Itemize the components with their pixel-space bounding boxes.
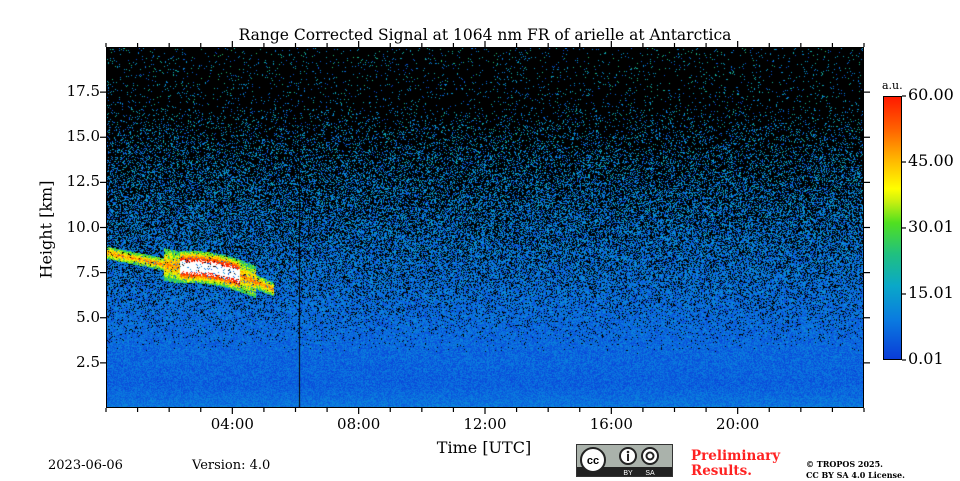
colorbar bbox=[883, 96, 902, 360]
y-tick-label: 17.5 bbox=[66, 82, 100, 101]
copyright-line2: CC BY SA 4.0 License. bbox=[806, 470, 905, 480]
chart-title: Range Corrected Signal at 1064 nm FR of … bbox=[238, 26, 732, 44]
x-tick-label: 16:00 bbox=[589, 415, 633, 433]
x-tick-label: 12:00 bbox=[463, 415, 507, 433]
colorbar-tick-label: 0.01 bbox=[908, 349, 944, 368]
colorbar-unit: a.u. bbox=[882, 79, 903, 92]
colorbar-tick-label: 60.00 bbox=[908, 85, 954, 104]
plot-area bbox=[106, 47, 864, 408]
colorbar-tick-label: 45.00 bbox=[908, 151, 954, 170]
sa-text: SA bbox=[645, 470, 655, 476]
y-tick-label: 2.5 bbox=[76, 352, 100, 371]
x-tick-label: 20:00 bbox=[716, 415, 760, 433]
cc-text: cc bbox=[587, 455, 599, 467]
preliminary-line1: Preliminary bbox=[691, 448, 781, 464]
preliminary-notice: Preliminary Results. bbox=[691, 449, 780, 479]
by-text: BY bbox=[623, 470, 633, 476]
date-label: 2023-06-06 bbox=[48, 458, 123, 473]
y-tick-label: 10.0 bbox=[66, 217, 100, 236]
version-label: Version: 4.0 bbox=[192, 458, 271, 473]
x-axis-label: Time [UTC] bbox=[436, 438, 532, 457]
y-tick-label: 5.0 bbox=[76, 307, 100, 326]
y-tick-label: 15.0 bbox=[66, 127, 100, 146]
cc-by-sa-icon: cc BY SA bbox=[577, 447, 672, 477]
y-axis-label: Height [km] bbox=[36, 180, 56, 279]
y-tick-label: 12.5 bbox=[66, 172, 100, 191]
colorbar-tick-label: 30.01 bbox=[908, 216, 954, 236]
preliminary-line2: Results. bbox=[691, 463, 752, 479]
colorbar-tick-label: 15.01 bbox=[908, 282, 954, 302]
copyright-line1: © TROPOS 2025. bbox=[806, 459, 883, 469]
x-tick-label: 04:00 bbox=[210, 415, 254, 433]
cc-license-badge: cc BY SA bbox=[576, 444, 673, 477]
y-tick-label: 7.5 bbox=[76, 262, 100, 281]
x-tick-label: 08:00 bbox=[337, 415, 381, 433]
copyright-notice: © TROPOS 2025. CC BY SA 4.0 License. bbox=[806, 459, 905, 481]
heatmap bbox=[107, 48, 863, 407]
